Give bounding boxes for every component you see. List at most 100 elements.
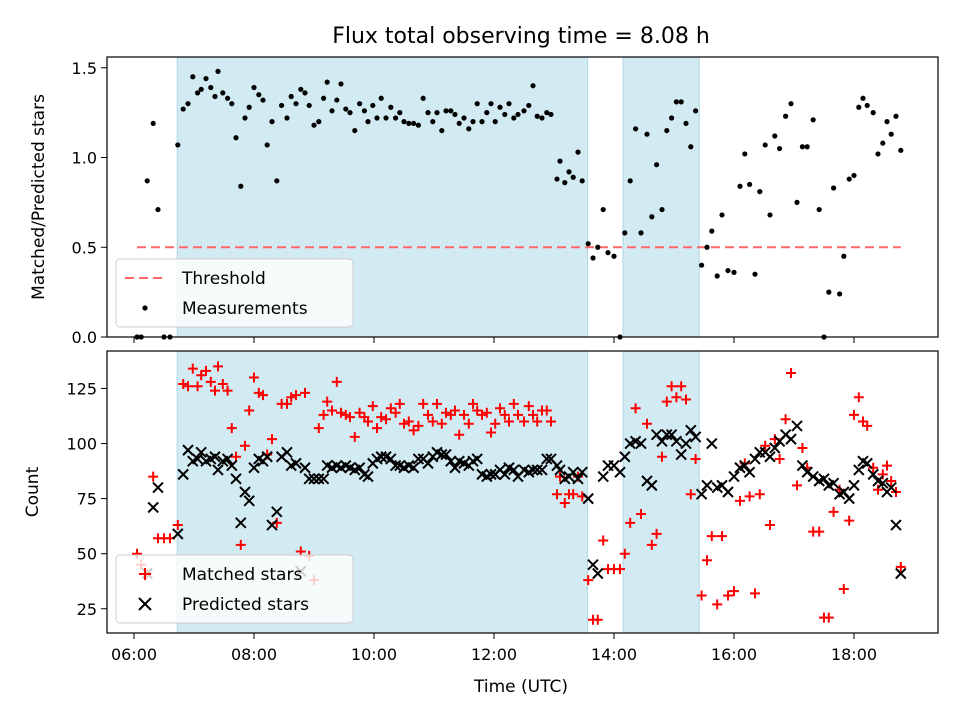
measurement-point xyxy=(175,142,181,148)
predicted-star-point xyxy=(266,519,278,531)
matched-star-point xyxy=(394,398,405,409)
matched-star-point xyxy=(441,407,451,418)
predicted-star-point xyxy=(317,473,330,485)
matched-star-point xyxy=(797,442,808,453)
matched-star-point xyxy=(327,405,337,416)
chart-title: Flux total observing time = 8.08 h xyxy=(332,24,710,49)
panel-bottom: 25 50 75 100 125 06:00 08:00 10:00 12:00 14:00 16… xyxy=(23,350,939,664)
x-tick-label: 12:00 xyxy=(471,645,517,664)
predicted-star-point xyxy=(685,424,697,437)
measurement-point xyxy=(846,176,852,182)
measurement-point xyxy=(884,119,890,125)
measurement-point xyxy=(688,144,694,150)
matched-star-point xyxy=(717,531,727,542)
matched-star-point xyxy=(849,409,859,420)
matched-star-point xyxy=(240,440,250,451)
measurement-point xyxy=(461,115,467,121)
measurement-point xyxy=(233,135,239,141)
measurement-point xyxy=(605,250,611,256)
legend-label: Matched stars xyxy=(182,565,302,585)
measurement-point xyxy=(352,127,358,134)
predicted-star-point xyxy=(195,446,207,459)
measurement-point xyxy=(898,147,904,153)
x-tick-label: 08:00 xyxy=(231,645,277,664)
matched-star-point xyxy=(322,396,333,407)
matched-star-point xyxy=(508,398,519,409)
matched-star-point xyxy=(363,416,373,427)
measurement-point xyxy=(526,102,532,109)
matched-star-point xyxy=(205,376,216,387)
predicted-star-point xyxy=(853,464,865,476)
shaded-span xyxy=(622,350,700,634)
measurement-point xyxy=(361,108,367,114)
predicted-star-point xyxy=(191,453,204,465)
measurement-point xyxy=(434,110,440,116)
measurement-point xyxy=(284,115,290,121)
measurement-point xyxy=(264,142,270,148)
predicted-star-point xyxy=(172,528,184,540)
matched-star-point xyxy=(477,409,487,420)
matched-star-point xyxy=(504,416,514,427)
matched-star-point xyxy=(336,407,346,418)
measurement-point xyxy=(590,255,596,261)
predicted-star-point xyxy=(554,464,566,476)
predicted-star-point xyxy=(791,420,803,432)
matched-star-point xyxy=(696,590,707,601)
matched-star-point xyxy=(552,489,562,500)
predicted-star-point xyxy=(670,435,683,448)
matched-star-point xyxy=(408,425,419,436)
matched-star-point xyxy=(877,469,888,480)
measurement-point xyxy=(714,273,720,279)
y-tick-label: 0.0 xyxy=(72,328,97,347)
measurement-point xyxy=(611,253,617,259)
measurement-point xyxy=(783,113,789,119)
matched-star-point xyxy=(217,379,228,390)
matched-star-point xyxy=(754,489,765,500)
matched-star-point xyxy=(427,416,438,427)
measurement-point xyxy=(190,74,196,80)
measurement-point xyxy=(664,127,670,134)
measurement-point xyxy=(150,120,156,127)
measurement-point xyxy=(515,111,521,118)
matched-star-point xyxy=(282,398,292,409)
measurement-point xyxy=(316,119,322,125)
matched-star-point xyxy=(300,387,310,398)
predicted-star-point xyxy=(597,470,609,483)
predicted-star-point xyxy=(646,479,658,492)
measurement-point xyxy=(293,101,299,107)
matched-star-point xyxy=(459,409,469,420)
predicted-star-point xyxy=(499,468,511,481)
predicted-star-point xyxy=(226,459,238,472)
predicted-star-point xyxy=(827,477,840,489)
measurement-point xyxy=(425,110,431,116)
predicted-star-point xyxy=(701,479,713,492)
matched-star-point xyxy=(760,440,771,451)
measurement-point xyxy=(788,101,794,107)
matched-star-point xyxy=(418,398,429,409)
legend-measurement-marker xyxy=(142,305,148,311)
matched-star-point xyxy=(676,381,687,392)
matched-star-point xyxy=(651,528,662,539)
panel-top-x-axis xyxy=(133,337,855,343)
matched-star-point xyxy=(598,535,609,546)
predicted-star-point xyxy=(536,464,548,476)
measurement-point xyxy=(562,180,568,186)
predicted-star-point xyxy=(449,462,461,474)
measurement-point xyxy=(595,244,601,250)
matched-star-point xyxy=(630,403,641,414)
measurement-point xyxy=(810,117,816,123)
predicted-star-point xyxy=(567,466,579,478)
matched-star-point xyxy=(685,489,696,500)
matched-star-point xyxy=(657,451,667,462)
legend-box xyxy=(115,258,354,328)
measurement-point xyxy=(246,104,252,110)
measurement-point xyxy=(393,115,399,121)
predicted-star-point xyxy=(867,468,879,481)
measurement-point xyxy=(479,119,485,125)
measurement-point xyxy=(215,68,221,74)
matched-star-point xyxy=(666,381,677,392)
predicted-star-point xyxy=(385,453,397,465)
matched-star-point xyxy=(642,418,652,429)
measurement-point xyxy=(401,119,407,125)
